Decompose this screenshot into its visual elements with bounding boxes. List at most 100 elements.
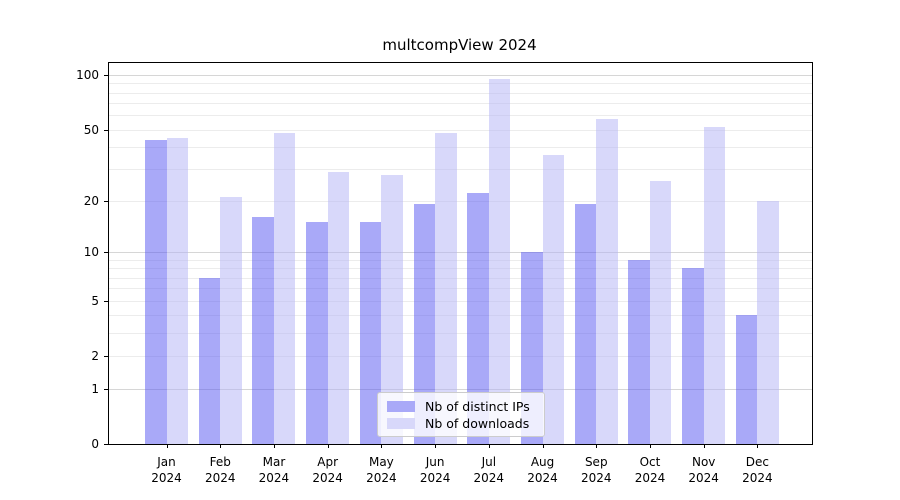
x-axis-tick [435, 444, 437, 448]
legend-row-ips: Nb of distinct IPs [387, 398, 535, 414]
bar-downloads-jun [435, 132, 457, 444]
x-axis-tick [220, 444, 222, 448]
x-axis-tick [327, 444, 329, 448]
bar-downloads-nov [703, 126, 726, 444]
legend: Nb of distinct IPs Nb of downloads [377, 392, 545, 437]
minor-gridline [109, 268, 812, 270]
x-axis-tick [542, 444, 544, 448]
month-label: Apr [317, 455, 339, 469]
x-axis-tick [596, 444, 598, 448]
y-axis-tick [104, 388, 108, 390]
year-label: 2024 [580, 471, 612, 485]
minor-gridline [109, 147, 812, 149]
major-gridline [109, 75, 812, 76]
year-label: 2024 [742, 471, 773, 485]
bar-downloads-oct [649, 180, 672, 444]
x-axis-tick-label: Mar 2024 [239, 454, 309, 486]
month-label: May [368, 455, 394, 469]
bar-downloads-apr [327, 172, 350, 444]
month-label: Feb [209, 455, 231, 469]
month-label: Mar [262, 455, 286, 469]
legend-label-downloads: Nb of downloads [425, 415, 530, 431]
year-label: 2024 [312, 471, 343, 485]
year-label: 2024 [204, 471, 236, 485]
x-axis-tick-label: May 2024 [346, 454, 416, 486]
year-label: 2024 [688, 471, 719, 485]
x-axis-tick [757, 444, 759, 448]
bar-downloads-sep [596, 119, 618, 444]
y-axis-tick-label: 5 [91, 293, 99, 308]
x-axis-tick-label: Nov 2024 [669, 454, 739, 486]
legend-row-downloads: Nb of downloads [387, 415, 535, 431]
y-axis-tick-label: 100 [76, 68, 99, 82]
y-axis-tick-label: 20 [83, 193, 99, 208]
minor-gridline [109, 356, 812, 358]
x-axis-tick-label: Jan 2024 [132, 454, 202, 486]
minor-gridline [109, 92, 812, 94]
y-axis-tick-label: 2 [91, 349, 99, 364]
month-label: Sep [584, 455, 608, 469]
minor-gridline [109, 300, 812, 302]
bar-downloads-may [381, 174, 403, 444]
y-axis-tick-label: 10 [83, 245, 99, 260]
bar-ips-mar [252, 217, 274, 444]
y-axis-tick [104, 300, 108, 302]
x-axis-tick [488, 444, 490, 448]
legend-swatch-downloads-icon [387, 417, 415, 429]
bar-ips-feb [198, 277, 221, 444]
minor-gridline [109, 288, 812, 290]
minor-gridline [109, 115, 812, 117]
plot-area: 0 1 2 5 10 20 50 100 Jan 2024 Feb 2024 Mar 2024 Apr 202… [76, 62, 813, 485]
minor-gridline [109, 169, 812, 171]
month-label: Dec [745, 455, 770, 469]
x-axis-tick-label: Feb 2024 [185, 454, 255, 486]
y-axis-tick [104, 252, 108, 254]
bar-ips-jun [413, 204, 436, 444]
x-axis-tick [273, 444, 275, 448]
x-axis-tick-label: Jul 2024 [454, 454, 524, 486]
month-label: Aug [530, 455, 555, 469]
minor-gridline [109, 333, 812, 335]
x-axis-tick [703, 444, 705, 448]
bar-downloads-aug [542, 155, 565, 444]
bar-ips-jul [467, 193, 489, 444]
year-label: 2024 [366, 471, 397, 485]
bar-ips-apr [306, 222, 328, 444]
chart-title: multcompView 2024 [382, 36, 537, 54]
year-label: 2024 [419, 471, 451, 485]
x-axis-tick-label: Sep 2024 [561, 454, 631, 486]
bar-ips-nov [682, 268, 704, 444]
bar-ips-dec [735, 315, 758, 444]
major-gridline [109, 388, 812, 390]
year-label: 2024 [634, 471, 666, 485]
year-label: 2024 [473, 471, 505, 485]
minor-gridline [109, 83, 812, 85]
minor-gridline [109, 103, 812, 105]
month-label: Nov [691, 455, 716, 469]
bar-downloads-mar [273, 132, 296, 444]
y-axis-tick [104, 75, 108, 76]
year-label: 2024 [151, 471, 182, 485]
year-label: 2024 [527, 471, 558, 485]
x-axis-tick-label: Oct 2024 [615, 454, 685, 486]
bar-downloads-jul [488, 79, 511, 444]
minor-gridline [109, 129, 812, 131]
minor-gridline [109, 259, 812, 261]
y-axis-tick [104, 200, 108, 202]
x-axis-tick-label: Aug 2024 [508, 454, 578, 486]
legend-swatch-ips-icon [387, 400, 415, 412]
bar-downloads-jan [166, 137, 188, 444]
y-axis-tick-label: 0 [91, 437, 99, 451]
month-label: Jul [481, 455, 497, 469]
bar-downloads-dec [757, 200, 779, 444]
legend-label-ips: Nb of distinct IPs [425, 398, 530, 414]
minor-gridline [109, 277, 812, 279]
x-axis-tick-label: Jun 2024 [400, 454, 470, 486]
x-axis-tick [166, 444, 168, 448]
x-axis-tick-label: Apr 2024 [293, 454, 363, 486]
month-label: Jun [425, 455, 445, 469]
y-axis-tick-label: 1 [91, 381, 99, 396]
x-axis-tick [649, 444, 651, 448]
bar-ips-may [359, 222, 382, 444]
